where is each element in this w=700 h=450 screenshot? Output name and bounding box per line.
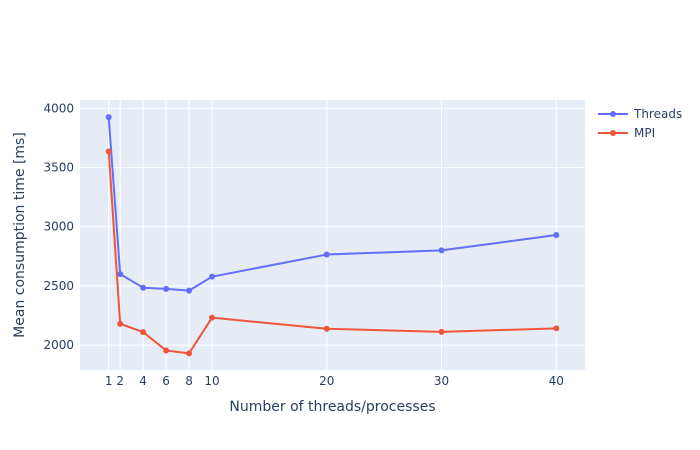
- x-tick-label: 8: [185, 374, 193, 388]
- x-tick-label: 30: [434, 374, 449, 388]
- x-tick-label: 4: [139, 374, 147, 388]
- legend-item-threads[interactable]: Threads: [598, 107, 682, 121]
- data-point: [105, 114, 112, 121]
- data-point: [553, 325, 560, 332]
- data-point: [140, 329, 147, 336]
- x-tick-label: 40: [549, 374, 564, 388]
- legend: Threads MPI: [598, 107, 682, 140]
- y-axis-title: Mean consumption time [ms]: [12, 132, 28, 338]
- data-point: [438, 247, 445, 254]
- data-point: [163, 285, 170, 292]
- data-point: [438, 328, 445, 335]
- data-point: [323, 251, 330, 258]
- legend-item-mpi[interactable]: MPI: [598, 126, 655, 140]
- y-tick-label: 3000: [43, 220, 74, 234]
- data-point: [105, 148, 112, 155]
- data-point: [163, 347, 170, 354]
- data-point: [208, 273, 215, 280]
- y-tick-label: 2500: [43, 279, 74, 293]
- x-tick-label: 2: [116, 374, 124, 388]
- x-tick-label: 6: [162, 374, 170, 388]
- data-point: [208, 314, 215, 321]
- x-tick-labels: 1 2 4 6 8 10 20 30 40: [105, 374, 564, 388]
- data-point: [186, 287, 193, 294]
- x-tick-label: 1: [105, 374, 113, 388]
- series-layer: [105, 114, 560, 357]
- x-tick-label: 10: [204, 374, 219, 388]
- y-gridlines: [80, 107, 585, 346]
- y-tick-label: 3500: [43, 161, 74, 175]
- data-point: [117, 271, 124, 278]
- series-mpi: [105, 148, 560, 357]
- legend-label: MPI: [634, 126, 655, 140]
- data-point: [323, 325, 330, 332]
- x-axis-title: Number of threads/processes: [229, 399, 435, 415]
- series-threads: [105, 114, 560, 294]
- x-tick-label: 20: [319, 374, 334, 388]
- legend-swatch-marker: [610, 130, 616, 136]
- data-point: [186, 350, 193, 357]
- data-point: [117, 320, 124, 327]
- data-point: [140, 284, 147, 291]
- y-tick-labels: 2000 2500 3000 3500 4000: [43, 101, 74, 352]
- legend-label: Threads: [633, 107, 682, 121]
- y-tick-label: 2000: [43, 338, 74, 352]
- plot-background: [80, 100, 585, 370]
- legend-swatch-marker: [610, 111, 616, 117]
- data-point: [553, 232, 560, 238]
- y-tick-label: 4000: [43, 101, 74, 115]
